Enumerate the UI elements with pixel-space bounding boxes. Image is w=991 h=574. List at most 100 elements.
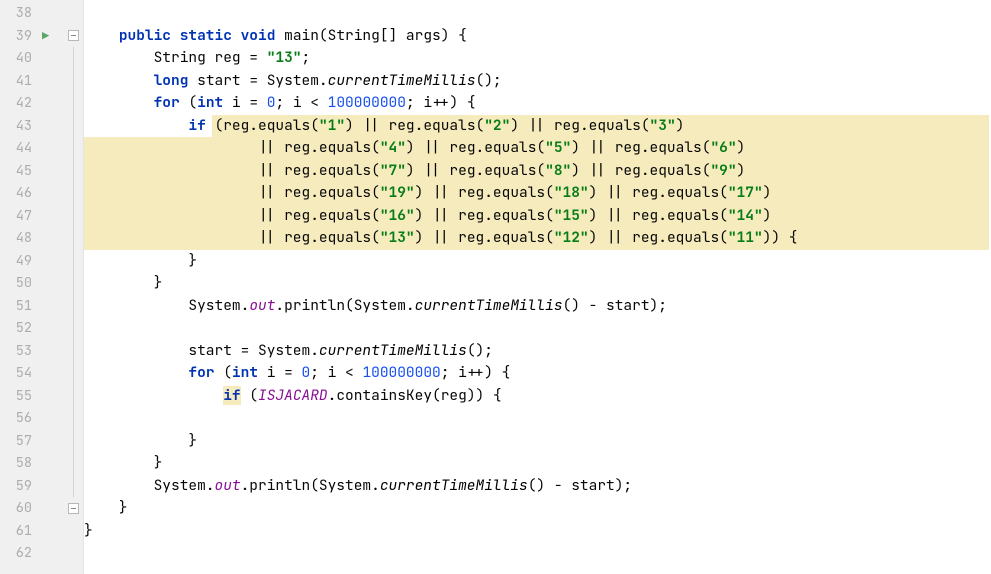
line-number: 44: [0, 139, 36, 157]
gutter-row[interactable]: 44: [0, 137, 83, 160]
code-line[interactable]: }: [84, 430, 991, 453]
line-number: 39: [0, 27, 36, 45]
gutter-row[interactable]: 50: [0, 272, 83, 295]
code-line[interactable]: if (reg.equals("1") || reg.equals("2") |…: [84, 115, 991, 138]
code-line[interactable]: [84, 2, 991, 25]
gutter-row[interactable]: 46: [0, 182, 83, 205]
fold-guide: [73, 407, 74, 430]
gutter-row[interactable]: 40: [0, 47, 83, 70]
code-line[interactable]: public static void main(String[] args) {: [84, 25, 991, 48]
code-text: || reg.equals("13") || reg.equals("12") …: [84, 228, 797, 247]
code-line[interactable]: for (int i = 0; i < 100000000; i++) {: [84, 92, 991, 115]
gutter-row[interactable]: 47: [0, 205, 83, 228]
line-number: 43: [0, 117, 36, 135]
code-text: || reg.equals("19") || reg.equals("18") …: [84, 183, 771, 202]
gutter-row[interactable]: 38: [0, 2, 83, 25]
gutter-row[interactable]: 43: [0, 115, 83, 138]
code-line[interactable]: if (ISJACARD.containsKey(reg)) {: [84, 385, 991, 408]
fold-guide: [73, 475, 74, 498]
line-number: 56: [0, 409, 36, 427]
line-number: 45: [0, 162, 36, 180]
code-text: long start = System.currentTimeMillis();: [84, 71, 502, 90]
fold-toggle-icon[interactable]: [68, 30, 79, 41]
gutter-row[interactable]: 54: [0, 362, 83, 385]
code-line[interactable]: System.out.println(System.currentTimeMil…: [84, 295, 991, 318]
line-number: 40: [0, 49, 36, 67]
line-number: 51: [0, 297, 36, 315]
line-number: 58: [0, 454, 36, 472]
code-text: System.out.println(System.currentTimeMil…: [84, 476, 632, 495]
code-line[interactable]: [84, 407, 991, 430]
code-line[interactable]: for (int i = 0; i < 100000000; i++) {: [84, 362, 991, 385]
gutter-row[interactable]: 57: [0, 430, 83, 453]
gutter-row[interactable]: 49: [0, 250, 83, 273]
line-number: 50: [0, 274, 36, 292]
gutter-row[interactable]: 39 ▶: [0, 25, 83, 48]
gutter-row[interactable]: 51: [0, 295, 83, 318]
fold-guide: [73, 272, 74, 295]
code-text: }: [84, 431, 197, 450]
gutter-row[interactable]: 58: [0, 452, 83, 475]
line-number: 62: [0, 544, 36, 562]
fold-guide: [73, 160, 74, 183]
code-text: }: [84, 251, 197, 270]
code-line[interactable]: || reg.equals("13") || reg.equals("12") …: [84, 227, 991, 250]
code-line[interactable]: || reg.equals("7") || reg.equals("8") ||…: [84, 160, 991, 183]
fold-guide: [73, 182, 74, 205]
line-number: 59: [0, 477, 36, 495]
run-icon[interactable]: ▶: [42, 28, 49, 44]
line-number: 54: [0, 364, 36, 382]
code-line[interactable]: }: [84, 272, 991, 295]
code-text: for (int i = 0; i < 100000000; i++) {: [84, 93, 476, 112]
code-line[interactable]: || reg.equals("19") || reg.equals("18") …: [84, 182, 991, 205]
code-line[interactable]: [84, 542, 991, 565]
gutter-row[interactable]: 45: [0, 160, 83, 183]
code-text: if (reg.equals("1") || reg.equals("2") |…: [84, 116, 684, 135]
gutter-row[interactable]: 62: [0, 542, 83, 565]
code-line[interactable]: System.out.println(System.currentTimeMil…: [84, 475, 991, 498]
gutter-row[interactable]: 42: [0, 92, 83, 115]
line-number: 47: [0, 207, 36, 225]
code-text: }: [84, 453, 162, 472]
code-line[interactable]: || reg.equals("16") || reg.equals("15") …: [84, 205, 991, 228]
fold-guide: [73, 295, 74, 318]
code-line[interactable]: start = System.currentTimeMillis();: [84, 340, 991, 363]
code-line[interactable]: }: [84, 250, 991, 273]
code-text: for (int i = 0; i < 100000000; i++) {: [84, 363, 510, 382]
gutter-row[interactable]: 48: [0, 227, 83, 250]
line-number: 57: [0, 432, 36, 450]
code-line[interactable]: [84, 317, 991, 340]
code-text: }: [84, 498, 128, 517]
fold-guide: [73, 452, 74, 475]
editor-code-area[interactable]: public static void main(String[] args) {…: [84, 0, 991, 574]
code-line[interactable]: }: [84, 520, 991, 543]
code-text: start = System.currentTimeMillis();: [84, 341, 493, 360]
fold-guide: [73, 430, 74, 453]
code-line[interactable]: }: [84, 452, 991, 475]
line-number: 46: [0, 184, 36, 202]
line-number: 60: [0, 499, 36, 517]
gutter-row[interactable]: 41: [0, 70, 83, 93]
fold-toggle-icon[interactable]: [68, 503, 79, 514]
gutter-row[interactable]: 55: [0, 385, 83, 408]
code-line[interactable]: || reg.equals("4") || reg.equals("5") ||…: [84, 137, 991, 160]
code-text: || reg.equals("7") || reg.equals("8") ||…: [84, 161, 745, 180]
gutter-row[interactable]: 52: [0, 317, 83, 340]
fold-guide: [73, 227, 74, 250]
line-number: 42: [0, 94, 36, 112]
line-number: 49: [0, 252, 36, 270]
gutter-row[interactable]: 53: [0, 340, 83, 363]
gutter-row[interactable]: 59: [0, 475, 83, 498]
gutter-row[interactable]: 60: [0, 497, 83, 520]
gutter-row[interactable]: 56: [0, 407, 83, 430]
fold-guide: [73, 340, 74, 363]
fold-guide: [73, 362, 74, 385]
fold-guide: [73, 205, 74, 228]
fold-guide: [73, 137, 74, 160]
line-number: 53: [0, 342, 36, 360]
fold-guide: [73, 92, 74, 115]
code-line[interactable]: String reg = "13";: [84, 47, 991, 70]
code-line[interactable]: long start = System.currentTimeMillis();: [84, 70, 991, 93]
gutter-row[interactable]: 61: [0, 520, 83, 543]
code-line[interactable]: }: [84, 497, 991, 520]
